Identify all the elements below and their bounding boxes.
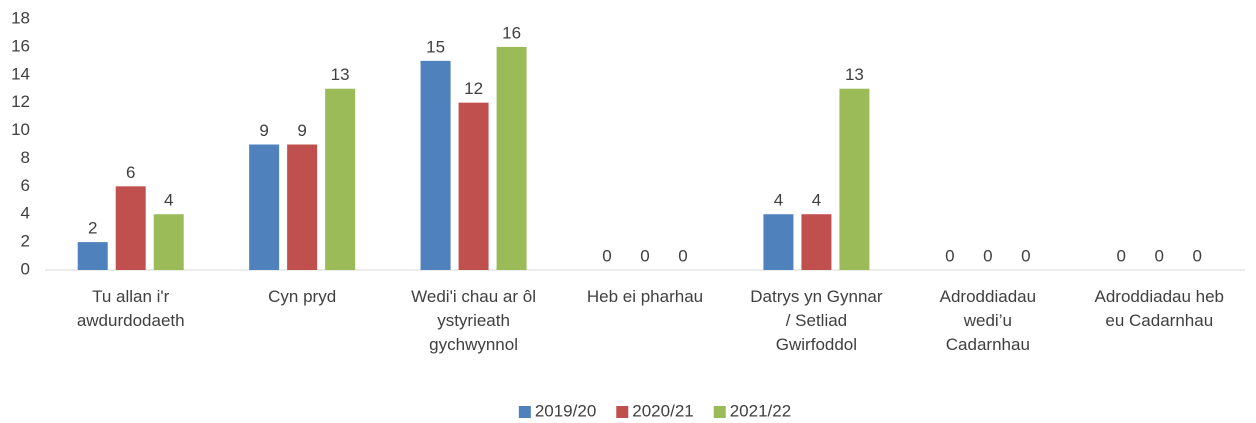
y-tick-label: 4 bbox=[21, 204, 30, 223]
x-tick-label-line: Heb ei pharhau bbox=[587, 287, 703, 306]
y-tick-label: 14 bbox=[11, 64, 30, 83]
legend-item: 2020/21 bbox=[616, 401, 694, 420]
value-label: 4 bbox=[774, 191, 783, 210]
bar bbox=[77, 242, 108, 270]
y-tick-label: 12 bbox=[11, 92, 30, 111]
x-tick-label-line: Cadarnhau bbox=[946, 335, 1030, 354]
legend-item: 2019/20 bbox=[518, 401, 596, 420]
value-label: 9 bbox=[297, 121, 306, 140]
x-tick-label-line: / Setliad bbox=[786, 311, 847, 330]
value-label: 4 bbox=[164, 191, 173, 210]
x-tick-label-line: Adroddiadau heb bbox=[1095, 287, 1225, 306]
y-tick-label: 0 bbox=[21, 259, 30, 278]
x-tick-label: Heb ei pharhau bbox=[587, 287, 703, 306]
value-label: 0 bbox=[1155, 246, 1164, 265]
bar bbox=[249, 144, 280, 270]
x-tick-label-line: Datrys yn Gynnar bbox=[750, 287, 883, 306]
legend-label: 2020/21 bbox=[632, 401, 693, 420]
x-tick-label: Tu allan i'r awdurdodaeth bbox=[77, 287, 185, 330]
legend-label: 2021/22 bbox=[730, 401, 791, 420]
legend-swatch bbox=[518, 406, 531, 418]
x-tick-label-line: Cyn pryd bbox=[268, 287, 336, 306]
bar bbox=[115, 186, 146, 270]
value-label: 4 bbox=[812, 191, 821, 210]
value-label: 0 bbox=[983, 246, 992, 265]
value-label: 6 bbox=[126, 163, 135, 182]
value-label: 0 bbox=[1117, 246, 1126, 265]
value-label: 0 bbox=[602, 246, 611, 265]
y-tick-label: 10 bbox=[11, 120, 30, 139]
value-label: 0 bbox=[945, 246, 954, 265]
x-tick-label: Adroddiadau heb eu Cadarnhau bbox=[1095, 287, 1225, 330]
x-tick-label-line: gychwynnol bbox=[429, 335, 518, 354]
x-tick-label-line: Gwirfoddol bbox=[776, 335, 857, 354]
value-label: 2 bbox=[88, 219, 97, 238]
x-tick-label-line: Wedi'i chau ar ôl bbox=[411, 287, 536, 306]
value-label: 0 bbox=[640, 246, 649, 265]
value-label: 13 bbox=[331, 65, 350, 84]
value-label: 0 bbox=[1193, 246, 1202, 265]
x-tick-label-line: Adroddiadau bbox=[940, 287, 1036, 306]
x-tick-label-line: awdurdodaeth bbox=[77, 311, 185, 330]
y-tick-label: 2 bbox=[21, 232, 30, 251]
legend-label: 2019/20 bbox=[535, 401, 596, 420]
bar bbox=[153, 214, 184, 270]
y-tick-label: 16 bbox=[11, 36, 30, 55]
bar bbox=[839, 88, 870, 270]
y-tick-label: 6 bbox=[21, 176, 30, 195]
bar bbox=[325, 88, 356, 270]
value-label: 15 bbox=[426, 37, 445, 56]
legend-swatch bbox=[713, 406, 726, 418]
x-tick-label-line: eu Cadarnhau bbox=[1105, 311, 1213, 330]
y-tick-label: 18 bbox=[11, 8, 30, 27]
value-label: 12 bbox=[464, 79, 483, 98]
bar bbox=[420, 60, 451, 271]
legend-item: 2021/22 bbox=[713, 401, 791, 420]
x-tick-label: Cyn pryd bbox=[268, 287, 336, 306]
value-label: 13 bbox=[845, 65, 864, 84]
bar bbox=[287, 144, 318, 270]
bar bbox=[458, 102, 489, 271]
x-tick-label: Datrys yn Gynnar / Setliad Gwirfoddol bbox=[750, 287, 883, 354]
value-label: 9 bbox=[259, 121, 268, 140]
value-label: 16 bbox=[502, 23, 521, 42]
x-tick-label: Adroddiadau wedi’u Cadarnhau bbox=[940, 287, 1036, 354]
value-label: 0 bbox=[1021, 246, 1030, 265]
legend-swatch bbox=[616, 406, 629, 418]
x-tick-label-line: Tu allan i'r bbox=[92, 287, 170, 306]
x-tick-label-line: wedi’u bbox=[963, 311, 1012, 330]
bar bbox=[496, 46, 527, 271]
bar bbox=[801, 214, 832, 270]
x-tick-label: Wedi'i chau ar ôl ystyrieath gychwynnol bbox=[411, 287, 536, 354]
x-tick-label-line: ystyrieath bbox=[437, 311, 510, 330]
bar bbox=[763, 214, 794, 270]
value-label: 0 bbox=[678, 246, 687, 265]
y-tick-label: 8 bbox=[21, 148, 30, 167]
